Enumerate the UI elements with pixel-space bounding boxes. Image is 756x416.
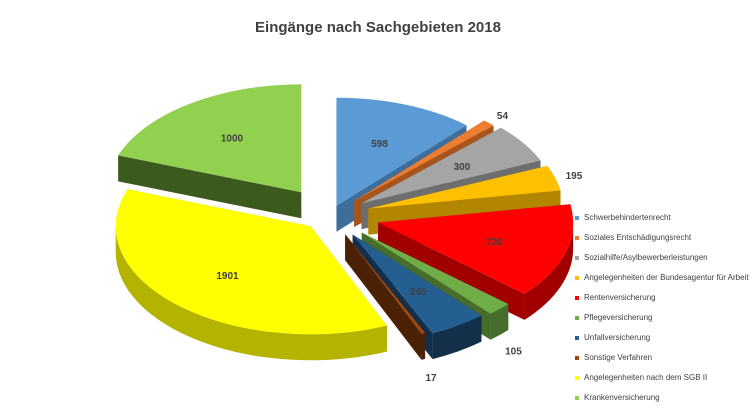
data-label-krankenversicherung: 1000 xyxy=(221,133,244,144)
slice-rim xyxy=(432,315,482,360)
legend-swatch xyxy=(575,296,579,300)
slice-side-wall xyxy=(118,155,302,219)
legend-item-krankenversicherung: Krankenversicherung xyxy=(574,388,756,408)
legend-label: Krankenversicherung xyxy=(584,393,660,402)
data-label-sozialhilfe-asylbewerberleistungen: 300 xyxy=(454,162,471,173)
legend-label: Schwerbehindertenrecht xyxy=(584,213,671,222)
pie-slice-krankenversicherung xyxy=(118,84,302,219)
slice-top xyxy=(361,127,541,204)
data-label-pflegeversicherung: 105 xyxy=(505,347,522,358)
legend-swatch xyxy=(575,376,579,380)
slice-top xyxy=(118,84,302,193)
slice-top xyxy=(354,120,494,201)
slice-rim xyxy=(524,222,574,320)
legend-swatch xyxy=(575,216,579,220)
pie-slice-sonstige-verfahren xyxy=(345,234,426,360)
legend-item-sonstige-verfahren: Sonstige Verfahren xyxy=(574,348,756,368)
chart-title: Eingänge nach Sachgebieten 2018 xyxy=(255,19,501,36)
legend-label: Unfallversicherung xyxy=(584,333,651,342)
data-label-unfallversicherung: 245 xyxy=(410,287,427,298)
slice-rim xyxy=(115,226,387,361)
data-labels: 598 54 300 195 730 105 245 17 1901 1000 xyxy=(216,111,582,384)
data-label-angelegenheiten-nach-dem-sgb-ii: 1901 xyxy=(216,271,239,282)
slice-top xyxy=(345,234,426,334)
legend-swatch xyxy=(575,276,579,280)
chart-legend: Schwerbehindertenrecht Soziales Entschädi… xyxy=(574,208,756,408)
slice-top xyxy=(336,97,467,206)
legend-swatch xyxy=(575,336,579,340)
legend-item-sozialhilfe-asylbewerberleistungen: Sozialhilfe/Asylbewerberleistungen xyxy=(574,248,756,268)
data-label-angelegenheiten-der-bundesagentur-fuer-arbeit: 195 xyxy=(566,171,583,182)
slice-top xyxy=(115,189,387,335)
data-label-soziales-entschaedigungsrecht: 54 xyxy=(497,111,509,122)
legend-item-pflegeversicherung: Pflegeversicherung xyxy=(574,308,756,328)
slice-top xyxy=(368,165,561,209)
legend-label: Sonstige Verfahren xyxy=(584,353,653,362)
legend-label: Soziales Entschädigungsrecht xyxy=(584,233,692,242)
slice-rim xyxy=(490,303,509,340)
legend-item-schwerbehindertenrecht: Schwerbehindertenrecht xyxy=(574,208,756,228)
pie-slices xyxy=(115,84,574,361)
slice-top xyxy=(352,234,482,334)
legend-label: Rentenversicherung xyxy=(584,293,656,302)
legend-label: Pflegeversicherung xyxy=(584,313,653,322)
legend-item-rentenversicherung: Rentenversicherung xyxy=(574,288,756,308)
slice-side-wall xyxy=(345,234,422,360)
data-label-sonstige-verfahren: 17 xyxy=(425,373,437,384)
legend-item-angelegenheiten-nach-dem-sgb-ii: Angelegenheiten nach dem SGB II xyxy=(574,368,756,388)
legend-swatch xyxy=(575,356,579,360)
pie-slice-angelegenheiten-nach-dem-sgb-ii xyxy=(115,189,387,361)
data-label-rentenversicherung: 730 xyxy=(486,237,503,248)
legend-item-soziales-entschaedigungsrecht: Soziales Entschädigungsrecht xyxy=(574,228,756,248)
data-label-schwerbehindertenrecht: 598 xyxy=(371,139,388,150)
legend-swatch xyxy=(575,316,579,320)
slice-rim xyxy=(421,332,426,360)
legend-item-angelegenheiten-der-bundesagentur-fuer-arbeit: Angelegenheiten der Bundesagentur für Ar… xyxy=(574,268,756,288)
slice-top xyxy=(378,204,574,294)
legend-label: Angelegenheiten nach dem SGB II xyxy=(584,373,708,382)
legend-item-unfallversicherung: Unfallversicherung xyxy=(574,328,756,348)
legend-swatch xyxy=(575,256,579,260)
slice-top xyxy=(361,232,509,314)
legend-swatch xyxy=(575,236,579,240)
legend-label: Angelegenheiten der Bundesagentur für Ar… xyxy=(584,273,749,282)
legend-swatch xyxy=(575,396,579,400)
legend-label: Sozialhilfe/Asylbewerberleistungen xyxy=(584,253,708,262)
